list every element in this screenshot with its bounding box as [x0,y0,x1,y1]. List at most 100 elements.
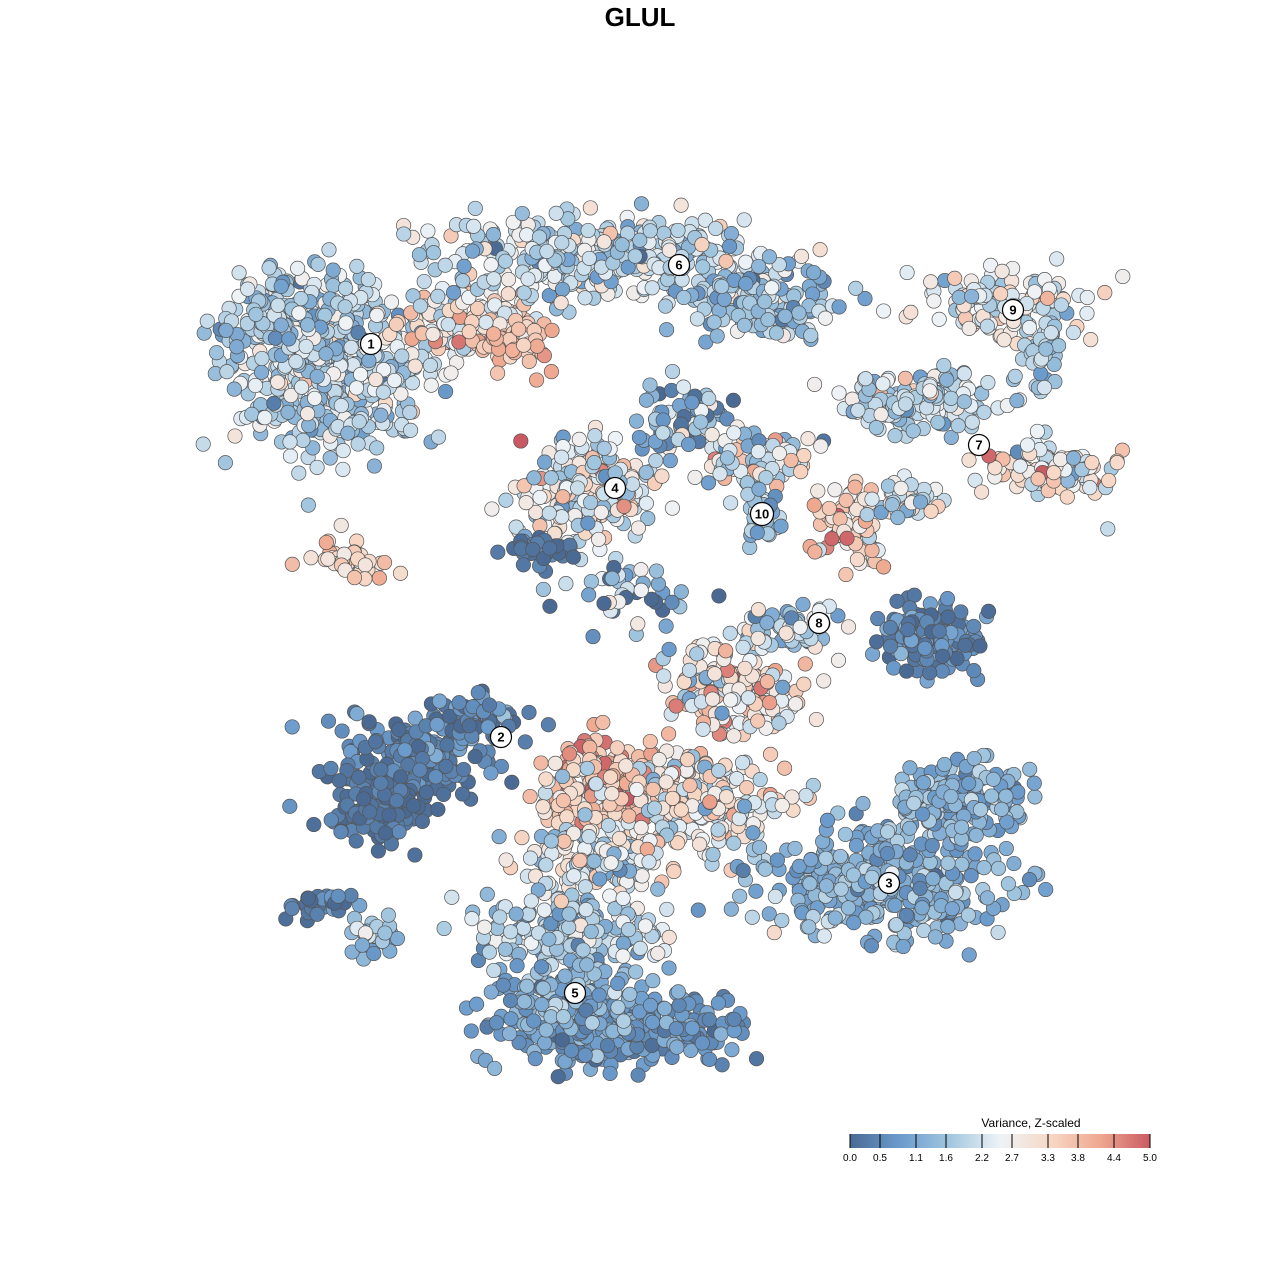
cell-point [323,760,339,776]
cell-point [837,826,853,842]
cell-point [873,406,889,423]
cell-point [514,205,530,222]
cell-point [687,469,703,485]
cell-point [495,977,511,993]
cell-point [561,906,577,922]
cell-point [718,789,735,805]
cell-point [940,609,956,625]
cell-point [926,293,942,309]
cell-point [676,289,692,306]
cell-point [519,227,535,243]
cell-point [541,287,557,304]
cell-point [456,761,472,778]
cell-point [657,298,674,314]
cell-point [586,853,602,869]
cell-point [397,742,413,758]
cell-point [407,358,423,374]
cell-point [819,812,836,828]
cell-point [682,777,698,793]
cell-point [423,377,439,393]
cell-point [645,781,661,797]
cell-point [500,271,517,288]
cell-point [803,327,819,343]
cell-point [725,392,741,408]
cell-point [333,398,349,414]
cell-point [437,257,453,273]
cell-point [940,855,956,871]
cell-point [637,918,653,934]
cell-point [1009,393,1025,409]
cell-point [658,774,674,790]
cell-point [869,634,885,650]
cell-point [486,271,502,287]
cell-point [542,540,558,556]
cell-point [751,258,767,274]
cell-point [990,860,1007,876]
cell-point [714,1057,730,1073]
cell-point [1020,437,1036,453]
cell-point [752,772,768,788]
cell-point [432,693,448,709]
cell-point [816,928,832,944]
cell-point [1007,368,1023,384]
cell-point [792,619,808,635]
cell-point [748,883,764,899]
cell-point [1115,268,1131,285]
cell-point [535,799,551,815]
chart-title: GLUL [604,2,676,32]
cell-point [848,280,864,296]
cell-point [529,372,545,388]
cell-point [346,570,363,586]
cell-point [966,750,982,767]
cell-point [950,418,966,434]
cell-point [331,773,348,789]
cell-point [723,495,739,511]
cell-point [282,448,299,464]
cell-point [903,304,919,320]
cell-point [708,220,724,237]
cell-point [288,354,304,370]
cell-point [710,822,726,838]
cell-point [600,817,617,833]
cell-point [734,755,751,771]
cell-point [800,431,816,447]
cell-point [716,291,732,307]
cell-point [240,281,256,297]
cell-point [897,370,913,386]
cell-point [689,311,705,327]
cell-point [502,1026,518,1042]
cell-point [684,394,700,410]
cell-point [1000,876,1016,892]
cell-point [655,412,671,428]
cell-point [1046,465,1062,481]
cell-point [300,497,316,513]
cell-point [917,640,933,656]
cell-point [588,776,604,792]
cell-point [609,740,625,756]
cell-point [726,728,742,744]
cell-point [726,425,742,441]
cell-point [620,259,636,275]
cell-point [972,802,989,818]
cell-point [616,498,632,514]
cell-point [774,912,790,928]
cell-point [526,470,542,486]
cell-point [689,646,705,662]
cell-point [418,784,434,800]
cell-point [773,518,789,534]
cell-point [821,500,837,516]
cell-point [931,311,947,327]
cell-point [956,394,972,410]
cell-point [1065,324,1081,341]
cell-point [788,696,804,712]
cell-point [267,330,283,346]
cell-point [968,827,984,843]
cell-point [940,919,956,935]
cell-point [722,238,738,254]
cell-points [195,196,1131,1085]
cell-point [386,372,403,389]
cell-point [483,257,499,273]
cell-point [936,357,952,374]
cell-point [488,1015,505,1031]
cell-point [254,350,270,367]
